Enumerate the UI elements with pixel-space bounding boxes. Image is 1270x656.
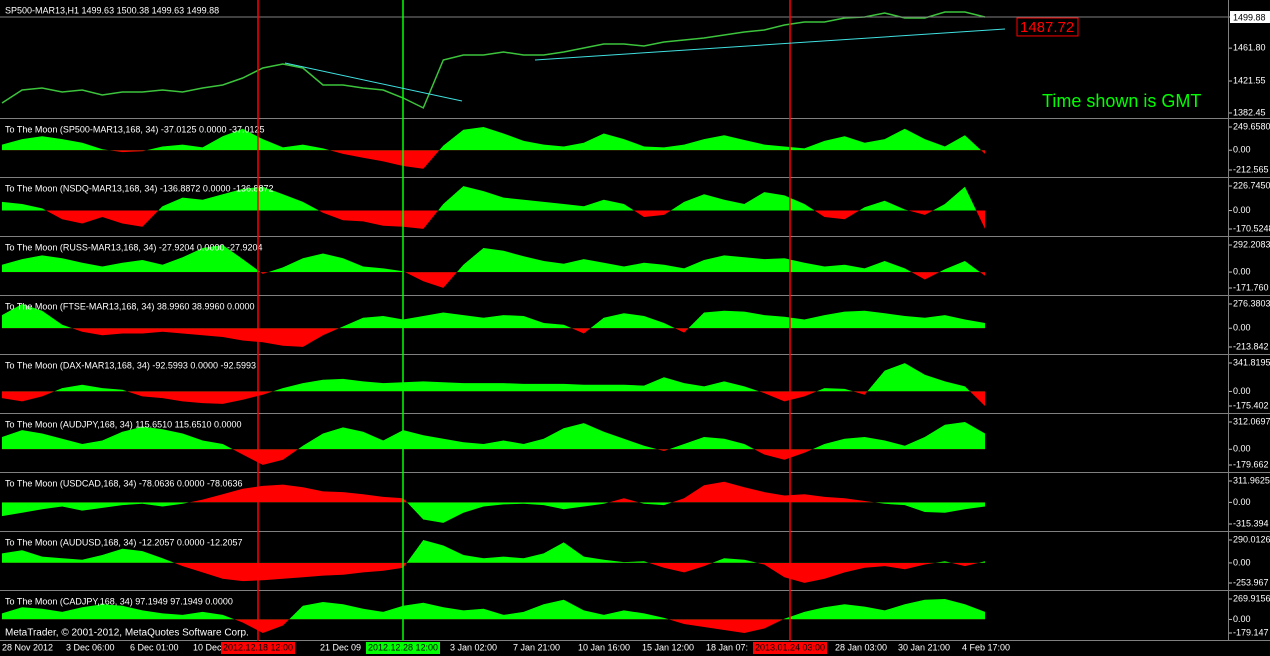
cursor-label-box [366, 642, 440, 654]
time-note: Time shown is GMT [1042, 91, 1201, 111]
area-negative [2, 210, 985, 229]
x-tick-label: 6 Dec 01:00 [130, 642, 179, 652]
y-tick-label: 312.0697 [1233, 416, 1270, 426]
x-tick-label: 15 Jan 12:00 [642, 642, 694, 652]
x-tick-label: 3 Dec 06:00 [66, 642, 115, 652]
area-positive [2, 422, 985, 450]
y-tick-label: 1421.55 [1233, 75, 1266, 85]
cursor-label: 2012.12.18 12:00 [223, 642, 293, 652]
panel-title: To The Moon (SP500-MAR13,168, 34) -37.01… [5, 124, 265, 134]
y-tick-label: -179.662 [1233, 459, 1269, 469]
y-tick-label: 276.3803 [1233, 298, 1270, 308]
y-tick-label: -175.402 [1233, 400, 1269, 410]
area-positive [2, 304, 985, 329]
y-tick-label: 0.00 [1233, 145, 1251, 155]
y-tick-label: -170.5248 [1233, 223, 1270, 233]
y-tick-label: 0.00 [1233, 386, 1251, 396]
panel-title: To The Moon (NSDQ-MAR13,168, 34) -136.88… [5, 183, 274, 193]
panel-title: To The Moon (AUDJPY,168, 34) 115.6510 11… [5, 419, 242, 429]
x-tick-label: 18 Jan 07: [706, 642, 748, 652]
y-tick-label: 249.6580 [1233, 121, 1270, 131]
panel-title: SP500-MAR13,H1 1499.63 1500.38 1499.63 1… [5, 5, 219, 15]
area-negative [232, 449, 813, 465]
y-tick-label: -253.967 [1233, 577, 1269, 587]
y-tick-label: 311.9625 [1233, 475, 1270, 485]
y-tick-label: 290.0126 [1233, 534, 1270, 544]
y-tick-label: -315.394 [1233, 518, 1269, 528]
cursor-label: 2013.01.24 03:00 [755, 642, 825, 652]
copyright: MetaTrader, © 2001-2012, MetaQuotes Soft… [5, 628, 249, 639]
x-tick-label: 30 Jan 21:00 [898, 642, 950, 652]
panel-title: To The Moon (AUDUSD,168, 34) -12.2057 0.… [5, 537, 242, 547]
y-tick-label: 0.00 [1233, 205, 1251, 215]
panel-title: To The Moon (CADJPY,168, 34) 97.1949 97.… [5, 596, 233, 606]
y-tick-label: 0.00 [1233, 614, 1251, 624]
y-tick-label: 269.9156 [1233, 593, 1270, 603]
y-tick-label: -171.760 [1233, 282, 1269, 292]
y-tick-label: 0.00 [1233, 266, 1251, 276]
x-tick-label: 28 Nov 2012 [2, 642, 53, 652]
price-label: 1487.72 [1020, 19, 1074, 36]
y-tick-label: -213.842 [1233, 341, 1269, 351]
area-negative [2, 391, 985, 406]
area-negative [2, 328, 985, 347]
trend-line [534, 28, 1006, 61]
area-negative [234, 619, 783, 633]
x-tick-label: 21 Dec 09 [320, 642, 361, 652]
area-positive [2, 245, 980, 273]
y-tick-label: 0.00 [1233, 497, 1251, 507]
y-tick-label: 1461.80 [1233, 43, 1266, 53]
y-tick-label: -212.565 [1233, 164, 1269, 174]
x-tick-label: 3 Jan 02:00 [450, 642, 497, 652]
y-tick-label: -179.147 [1233, 627, 1269, 637]
x-tick-label: 7 Jan 21:00 [513, 642, 560, 652]
y-tick-label: 0.00 [1233, 557, 1251, 567]
x-tick-label: 4 Feb 17:00 [962, 642, 1010, 652]
x-tick-label: 10 Jan 16:00 [578, 642, 630, 652]
y-tick-label: 226.7450 [1233, 180, 1270, 190]
area-positive [54, 363, 971, 392]
y-tick-label: 292.2083 [1233, 239, 1270, 249]
y-tick-label: 341.8195 [1233, 357, 1270, 367]
current-price-box [1230, 11, 1270, 24]
y-tick-label: 1382.45 [1233, 107, 1266, 117]
area-positive [2, 186, 977, 211]
area-positive [2, 540, 985, 563]
y-tick-label: 0.00 [1233, 323, 1251, 333]
cursor-label-box [753, 642, 827, 654]
area-positive [2, 127, 985, 151]
cursor-label-box [221, 642, 295, 654]
trend-line [284, 62, 463, 102]
price-line [1, 11, 986, 109]
price-label-box [1016, 17, 1079, 37]
y-tick-label: 0.00 [1233, 444, 1251, 454]
x-tick-label: 28 Jan 03:00 [835, 642, 887, 652]
area-negative [2, 562, 985, 583]
cursor-label: 2012.12.28 12:00 [368, 642, 438, 652]
y-tick-label: 1499.88 [1233, 12, 1266, 22]
panel-title: To The Moon (FTSE-MAR13,168, 34) 38.9960… [5, 301, 255, 311]
x-tick-label: 10 Dec [193, 642, 222, 652]
panel-title: To The Moon (DAX-MAR13,168, 34) -92.5993… [5, 360, 256, 370]
area-negative [2, 502, 985, 523]
panel-title: To The Moon (USDCAD,168, 34) -78.0636 0.… [5, 478, 242, 488]
panel-title: To The Moon (RUSS-MAR13,168, 34) -27.920… [5, 242, 263, 252]
area-positive [2, 599, 985, 620]
area-positive [2, 481, 985, 503]
